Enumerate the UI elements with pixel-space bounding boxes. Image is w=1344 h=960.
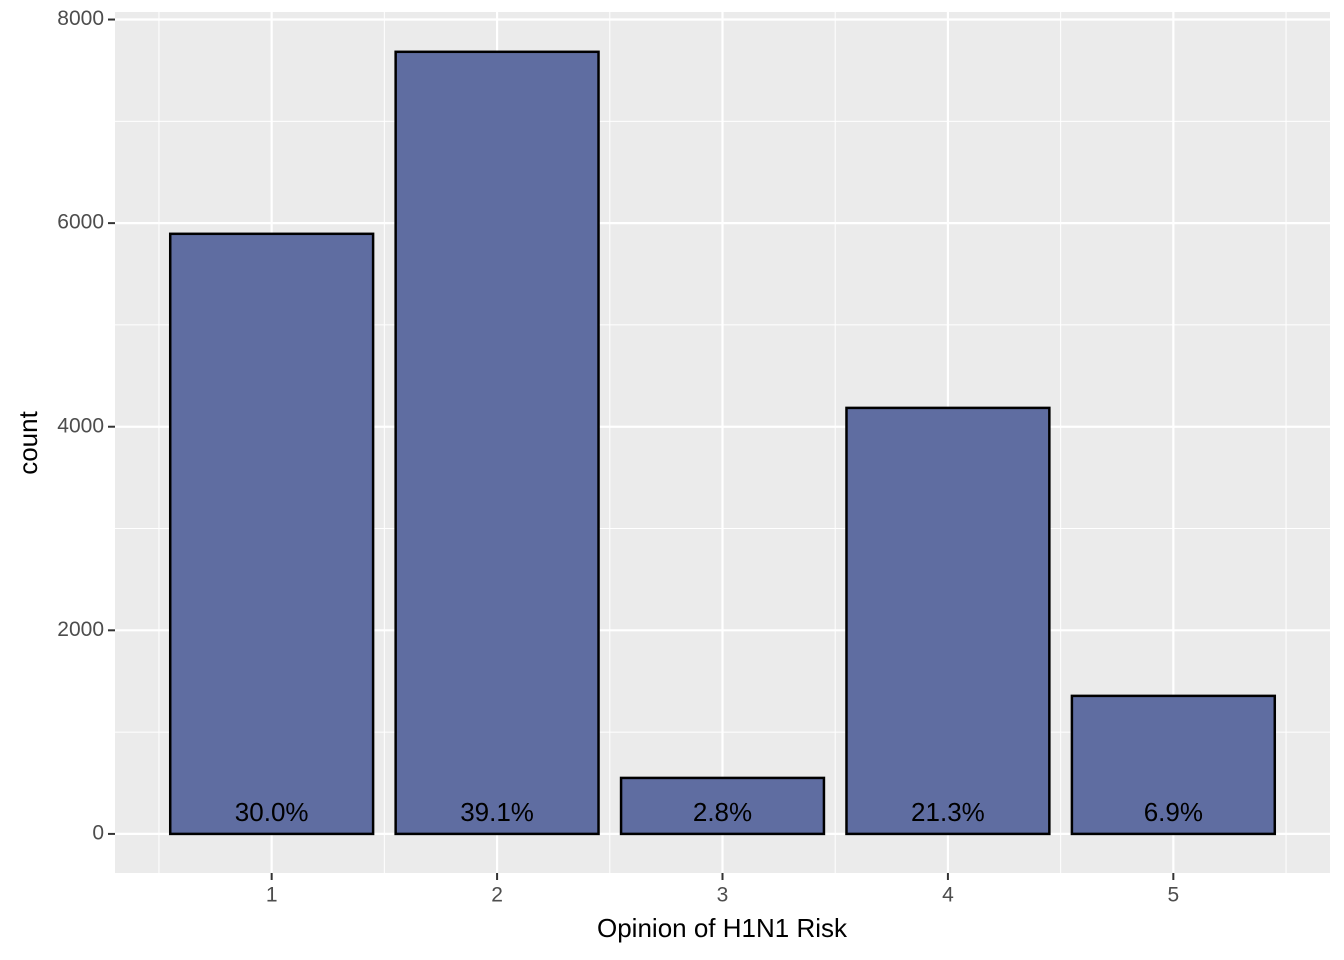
y-tick-label: 6000 <box>57 211 104 234</box>
y-axis-title: count <box>13 410 43 474</box>
y-tick-label: 4000 <box>57 414 104 437</box>
x-tick-label: 2 <box>491 884 503 907</box>
x-axis-title: Opinion of H1N1 Risk <box>597 913 848 943</box>
bar-label: 21.3% <box>911 797 985 827</box>
bar <box>845 406 1051 836</box>
x-tick-label: 4 <box>942 884 954 907</box>
bar <box>394 50 600 836</box>
x-tick-label: 1 <box>266 884 278 907</box>
y-tick-label: 0 <box>92 821 104 844</box>
bar-label: 6.9% <box>1144 797 1203 827</box>
x-tick-label: 3 <box>717 884 729 907</box>
bar-label: 2.8% <box>693 797 752 827</box>
bar <box>619 776 826 836</box>
y-tick-label: 2000 <box>57 618 104 641</box>
bar-label: 30.0% <box>235 797 309 827</box>
y-tick-label: 8000 <box>57 7 104 30</box>
bar <box>1070 694 1277 836</box>
bar <box>168 232 375 836</box>
bar-label: 39.1% <box>460 797 534 827</box>
x-tick-label: 5 <box>1167 884 1179 907</box>
